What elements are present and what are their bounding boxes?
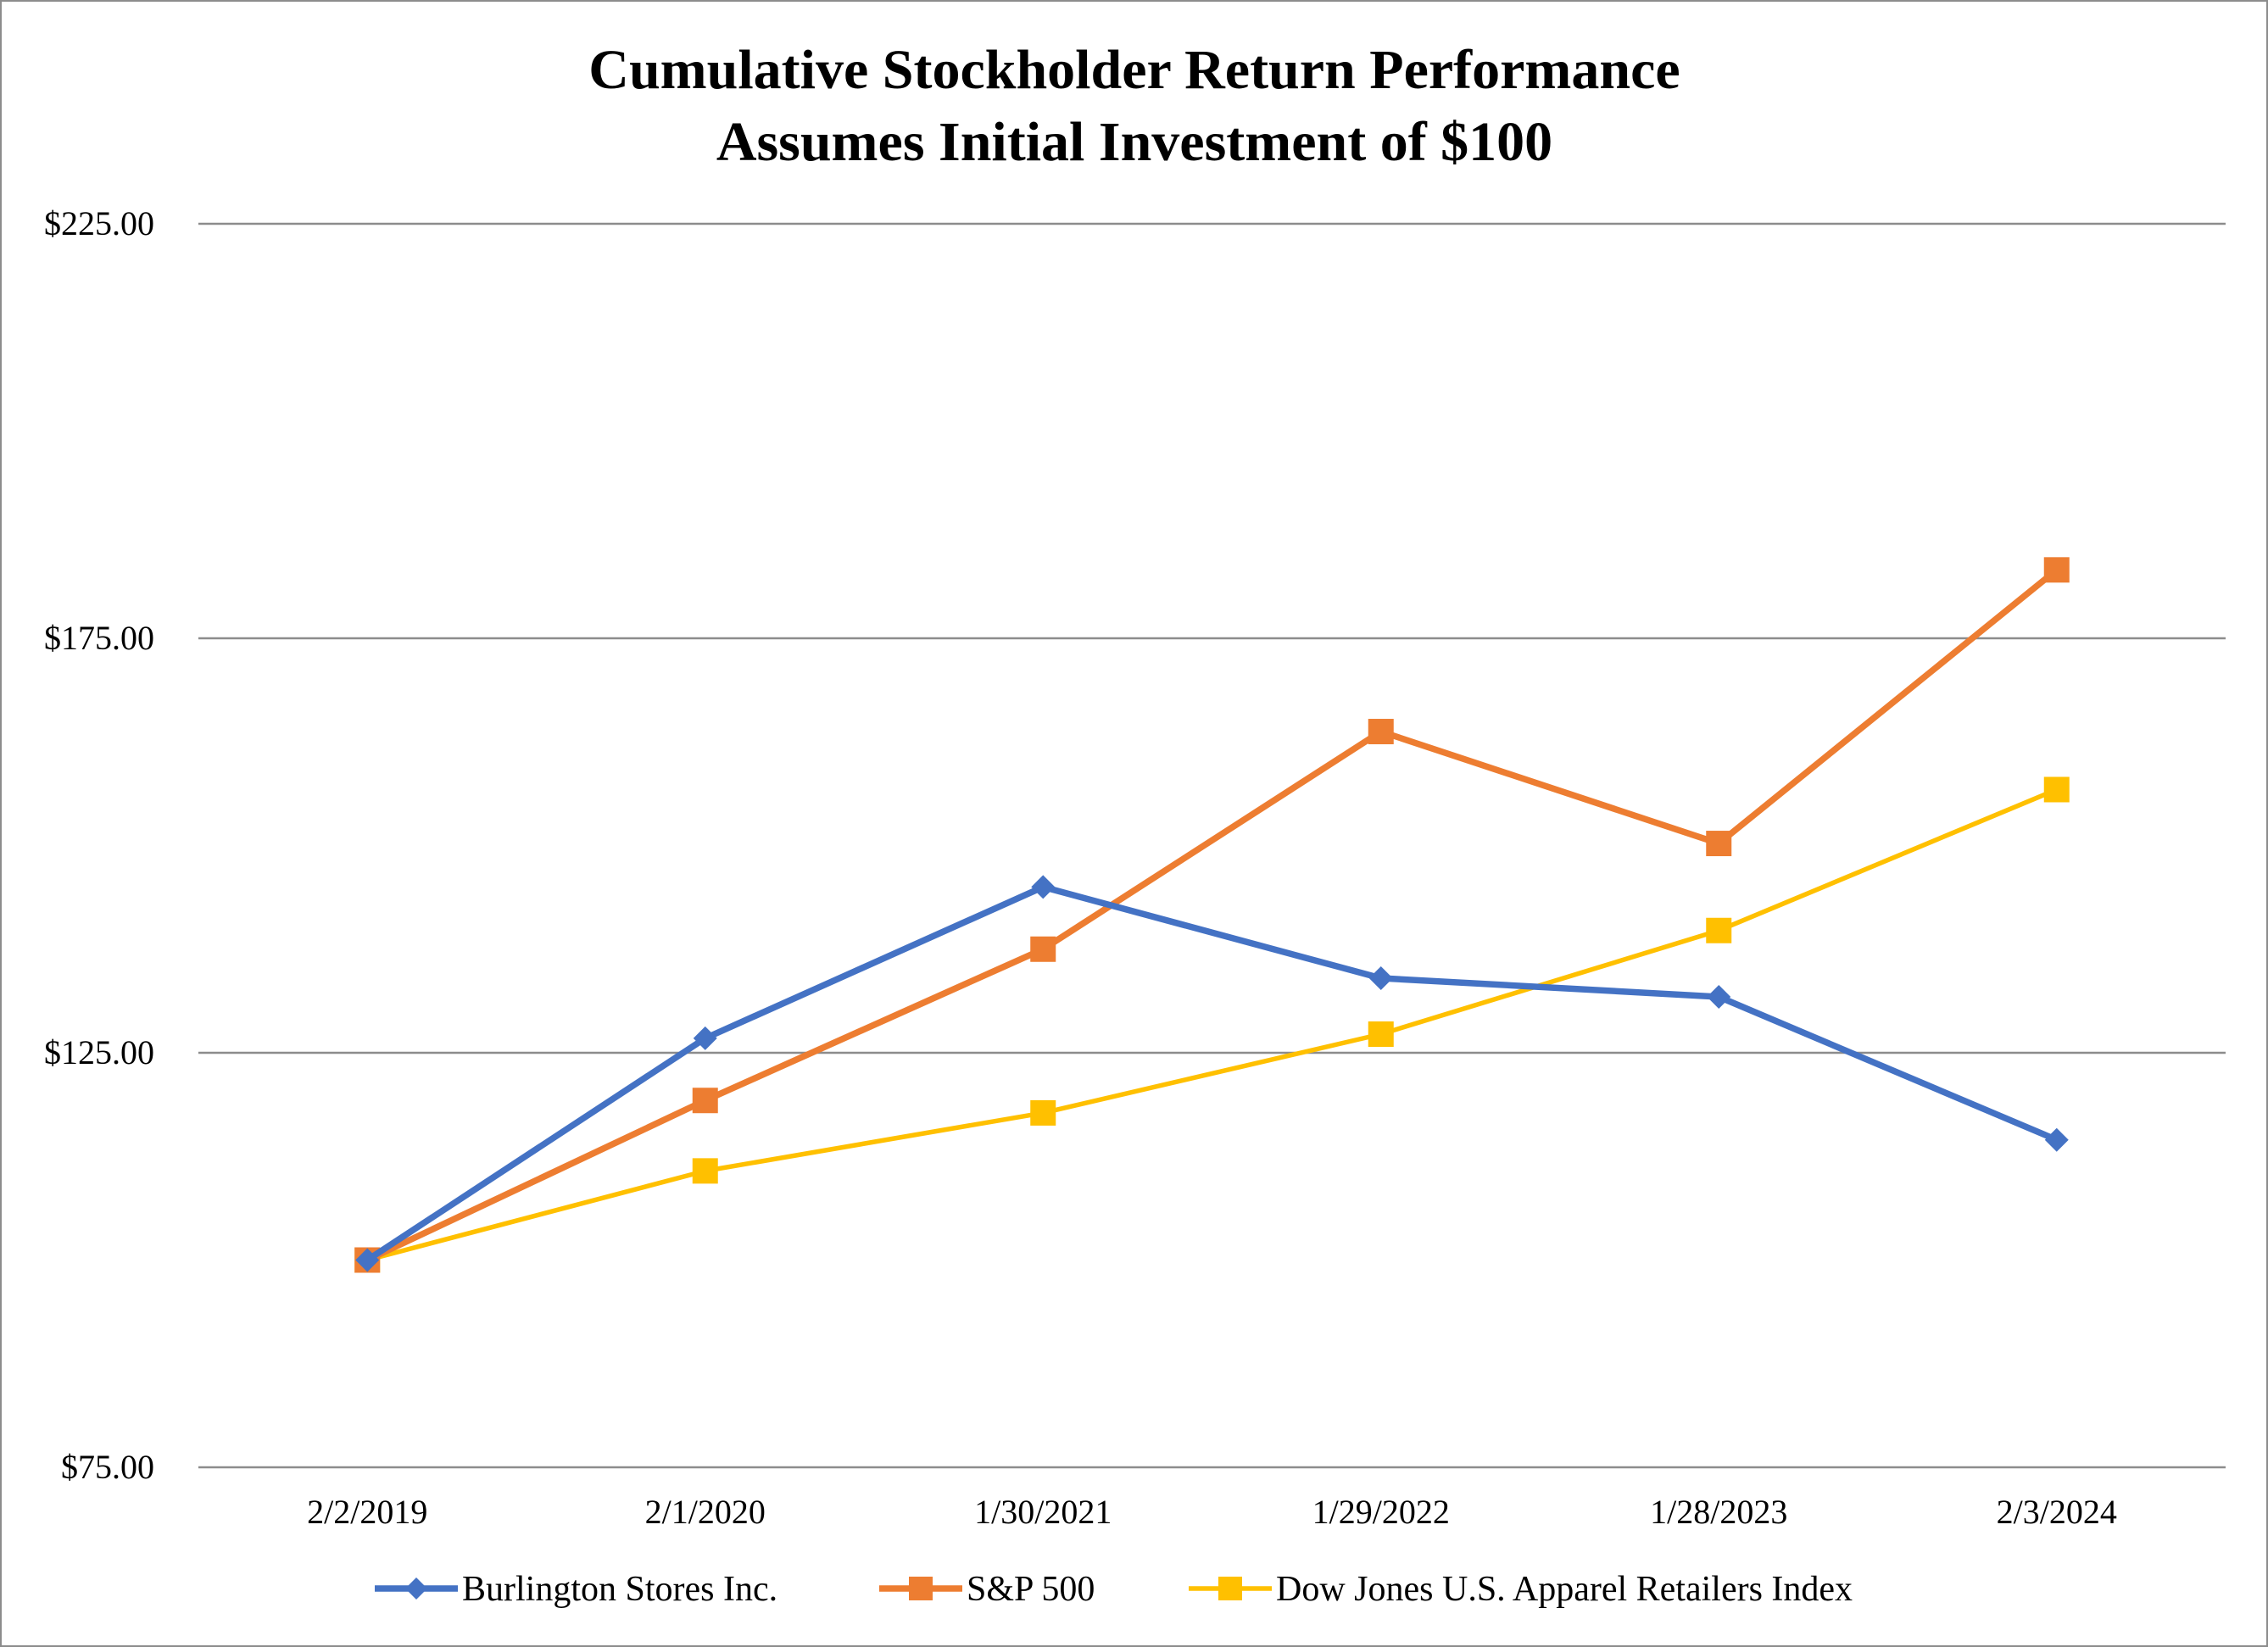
point-dow-jones-u-s-apparel-retailers-index-1-29-2022 [1368, 1021, 1394, 1047]
y-tick-label-75: $75.00 [61, 1448, 154, 1486]
gridlines [198, 222, 2226, 1469]
legend: Burlington Stores Inc. S&P 500 Dow Jones U… [375, 1570, 1853, 1609]
legend-item-burlington-stores-inc: Burlington Stores Inc. [375, 1570, 777, 1609]
chart-title: Cumulative Stockholder Return Performanc… [588, 39, 1680, 101]
point-dow-jones-u-s-apparel-retailers-index-1-28-2023 [1706, 917, 1732, 943]
legend-swatch-marker-dow-jones-u-s-apparel-retailers-index [1218, 1577, 1242, 1600]
point-s-p-500-1-29-2022 [1368, 719, 1394, 745]
legend-item-s-p-500: S&P 500 [879, 1570, 1095, 1609]
point-burlington-stores-inc-2-1-2020 [693, 1026, 717, 1050]
series-dow-jones-u-s-apparel-retailers-index [354, 776, 2070, 1273]
point-dow-jones-u-s-apparel-retailers-index-2-3-2024 [2043, 776, 2070, 803]
series-s-p-500 [354, 557, 2070, 1273]
y-tick-label-175: $175.00 [44, 619, 154, 657]
y-tick-label-125: $125.00 [44, 1033, 154, 1071]
point-s-p-500-1-28-2023 [1706, 831, 1732, 857]
series-layer [354, 557, 2070, 1273]
series-line-s-p-500 [365, 567, 2059, 1263]
x-tick-label-2-1-2020: 2/1/2020 [645, 1493, 766, 1531]
legend-label-s-p-500: S&P 500 [967, 1570, 1095, 1609]
x-tick-label-2-2-2019: 2/2/2019 [307, 1493, 427, 1531]
series-line-dow-jones-u-s-apparel-retailers-index [366, 787, 2058, 1263]
legend-swatch-marker-burlington-stores-inc [405, 1577, 427, 1600]
chart-subtitle: Assumes Initial Investment of $100 [716, 111, 1552, 173]
series-line-burlington-stores-inc [365, 883, 2059, 1263]
point-burlington-stores-inc-2-2-2019 [355, 1248, 380, 1272]
point-burlington-stores-inc-2-3-2024 [2044, 1127, 2069, 1152]
point-burlington-stores-inc-1-28-2023 [1707, 984, 1731, 1009]
point-dow-jones-u-s-apparel-retailers-index-1-30-2021 [1030, 1099, 1056, 1126]
point-dow-jones-u-s-apparel-retailers-index-2-1-2020 [692, 1158, 718, 1184]
x-tick-label-1-28-2023: 1/28/2023 [1650, 1493, 1787, 1531]
legend-label-burlington-stores-inc: Burlington Stores Inc. [462, 1570, 777, 1609]
x-tick-label-2-3-2024: 2/3/2024 [1997, 1493, 2117, 1531]
legend-label-dow-jones-u-s-apparel-retailers-index: Dow Jones U.S. Apparel Retailers Index [1276, 1570, 1853, 1609]
point-s-p-500-2-3-2024 [2043, 557, 2070, 583]
y-tick-label-225: $225.00 [44, 204, 154, 242]
point-burlington-stores-inc-1-30-2021 [1031, 875, 1056, 899]
point-s-p-500-1-30-2021 [1030, 936, 1056, 962]
x-axis-ticks: 2/2/2019 2/1/2020 1/30/2021 1/29/2022 1/28/2… [307, 1493, 2117, 1531]
x-tick-label-1-29-2022: 1/29/2022 [1312, 1493, 1450, 1531]
legend-swatch-marker-s-p-500 [909, 1577, 933, 1600]
series-burlington-stores-inc [355, 875, 2069, 1272]
point-burlington-stores-inc-1-29-2022 [1368, 965, 1393, 990]
point-s-p-500-2-1-2020 [692, 1088, 718, 1114]
x-tick-label-1-30-2021: 1/30/2021 [974, 1493, 1112, 1531]
y-axis-ticks: $75.00 $125.00 $175.00 $225.00 [44, 204, 154, 1486]
legend-item-dow-jones-u-s-apparel-retailers-index: Dow Jones U.S. Apparel Retailers Index [1189, 1570, 1853, 1609]
